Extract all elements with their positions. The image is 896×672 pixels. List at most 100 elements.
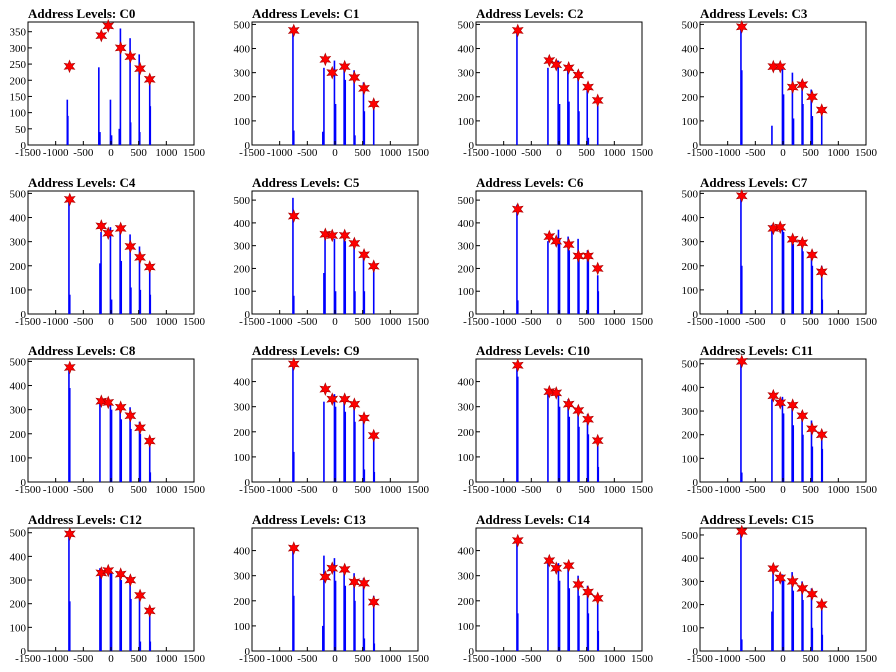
x-tick-label: 1500 bbox=[183, 484, 206, 496]
y-tick-label: 500 bbox=[682, 359, 699, 371]
x-tick-label: 1500 bbox=[407, 653, 430, 665]
peak-marker bbox=[95, 28, 108, 43]
x-tick-label: 0 bbox=[780, 147, 786, 159]
x-tick-label: 1000 bbox=[379, 484, 402, 496]
peak-marker bbox=[806, 89, 818, 104]
x-tick-label: -500 bbox=[745, 484, 766, 496]
x-tick-label: -1000 bbox=[267, 653, 293, 665]
y-tick-label: 0 bbox=[21, 309, 27, 321]
y-tick-label: 500 bbox=[10, 188, 27, 200]
peak-marker bbox=[338, 562, 351, 577]
y-tick-label: 0 bbox=[469, 646, 475, 658]
y-tick-label: 200 bbox=[682, 430, 699, 442]
chart-title: Address Levels: C4 bbox=[28, 175, 136, 190]
x-tick-label: 1500 bbox=[631, 484, 654, 496]
peak-marker bbox=[796, 408, 809, 423]
x-tick-label: 500 bbox=[802, 316, 819, 328]
peak-marker bbox=[287, 541, 300, 555]
peak-marker bbox=[358, 247, 370, 262]
x-tick-label: 500 bbox=[578, 484, 595, 496]
peak-marker bbox=[767, 388, 780, 403]
y-tick-label: 200 bbox=[10, 599, 27, 611]
peak-marker bbox=[562, 60, 575, 75]
x-tick-label: 1000 bbox=[603, 484, 626, 496]
y-tick-label: 0 bbox=[469, 477, 475, 489]
chart-title: Address Levels: C9 bbox=[252, 343, 360, 358]
peak-marker bbox=[338, 392, 351, 406]
y-tick-label: 300 bbox=[458, 68, 475, 80]
y-tick-label: 200 bbox=[234, 263, 251, 275]
x-tick-label: 1000 bbox=[379, 147, 402, 159]
y-tick-label: 100 bbox=[682, 453, 699, 465]
x-tick-label: 1000 bbox=[827, 316, 850, 328]
chart-panel: Address Levels: C70100200300400500-1500-… bbox=[682, 175, 878, 328]
peak-marker bbox=[367, 595, 380, 609]
peak-marker bbox=[143, 434, 156, 448]
chart-title: Address Levels: C6 bbox=[476, 175, 584, 190]
peak-marker bbox=[815, 427, 828, 442]
y-tick-label: 300 bbox=[234, 241, 251, 253]
x-tick-label: 1500 bbox=[855, 316, 878, 328]
y-tick-label: 100 bbox=[234, 621, 251, 633]
x-tick-label: 1000 bbox=[379, 316, 402, 328]
y-tick-label: 0 bbox=[693, 309, 699, 321]
x-tick-label: 500 bbox=[578, 316, 595, 328]
peak-marker bbox=[572, 403, 585, 418]
chart-title: Address Levels: C2 bbox=[476, 6, 583, 21]
chart-panel: Address Levels: C20100200300400500-1500-… bbox=[458, 6, 654, 159]
peak-marker bbox=[786, 232, 799, 247]
peak-marker bbox=[735, 524, 748, 539]
y-tick-label: 0 bbox=[469, 309, 475, 321]
y-tick-label: 100 bbox=[10, 622, 27, 634]
x-tick-label: -500 bbox=[521, 147, 542, 159]
y-tick-label: 200 bbox=[458, 263, 475, 275]
peak-marker bbox=[287, 209, 300, 223]
x-tick-label: -500 bbox=[73, 484, 94, 496]
x-tick-label: 1000 bbox=[603, 653, 626, 665]
peak-marker bbox=[550, 234, 563, 248]
y-tick-label: 0 bbox=[245, 140, 251, 152]
y-tick-label: 100 bbox=[10, 285, 27, 297]
y-tick-label: 300 bbox=[10, 43, 27, 55]
x-tick-label: 500 bbox=[354, 653, 371, 665]
peak-marker bbox=[124, 408, 137, 423]
x-tick-label: 0 bbox=[556, 316, 562, 328]
peak-marker bbox=[582, 412, 594, 427]
x-tick-label: -1500 bbox=[687, 147, 713, 159]
y-tick-label: 200 bbox=[682, 261, 699, 273]
x-tick-label: -1500 bbox=[687, 484, 713, 496]
y-tick-label: 300 bbox=[458, 571, 475, 583]
peak-marker bbox=[582, 249, 594, 263]
peak-marker bbox=[114, 567, 127, 581]
peak-marker bbox=[815, 597, 828, 612]
x-tick-label: 0 bbox=[332, 484, 338, 496]
y-tick-label: 400 bbox=[458, 218, 475, 230]
x-tick-label: 1500 bbox=[183, 653, 206, 665]
peak-marker bbox=[591, 433, 604, 448]
x-tick-label: -1500 bbox=[463, 147, 489, 159]
x-tick-label: -1500 bbox=[239, 484, 265, 496]
x-tick-label: -1500 bbox=[15, 484, 41, 496]
x-tick-label: -1000 bbox=[267, 484, 293, 496]
x-tick-label: -1000 bbox=[43, 147, 69, 159]
x-tick-label: -1500 bbox=[687, 653, 713, 665]
y-tick-label: 200 bbox=[458, 92, 475, 104]
x-tick-label: 1000 bbox=[155, 653, 178, 665]
peak-marker bbox=[319, 570, 332, 584]
x-tick-label: 0 bbox=[780, 484, 786, 496]
peak-marker bbox=[63, 192, 76, 207]
y-tick-label: 200 bbox=[682, 600, 699, 612]
x-tick-label: 0 bbox=[556, 147, 562, 159]
x-tick-label: -500 bbox=[297, 316, 318, 328]
peak-marker bbox=[815, 103, 828, 117]
chart-panel: Address Levels: C60100200300400500-1500-… bbox=[458, 175, 654, 328]
y-tick-label: 300 bbox=[682, 576, 699, 588]
chart-panel: Address Levels: C14 0 100 200 300 400 -1500 -10… bbox=[458, 512, 654, 665]
x-tick-label: 1000 bbox=[155, 147, 178, 159]
x-tick-label: 500 bbox=[354, 147, 371, 159]
x-tick-label: 500 bbox=[578, 147, 595, 159]
peak-marker bbox=[358, 411, 370, 425]
peak-marker bbox=[511, 358, 524, 373]
x-tick-label: 1000 bbox=[155, 484, 178, 496]
chart-title: Address Levels: C14 bbox=[476, 512, 590, 527]
